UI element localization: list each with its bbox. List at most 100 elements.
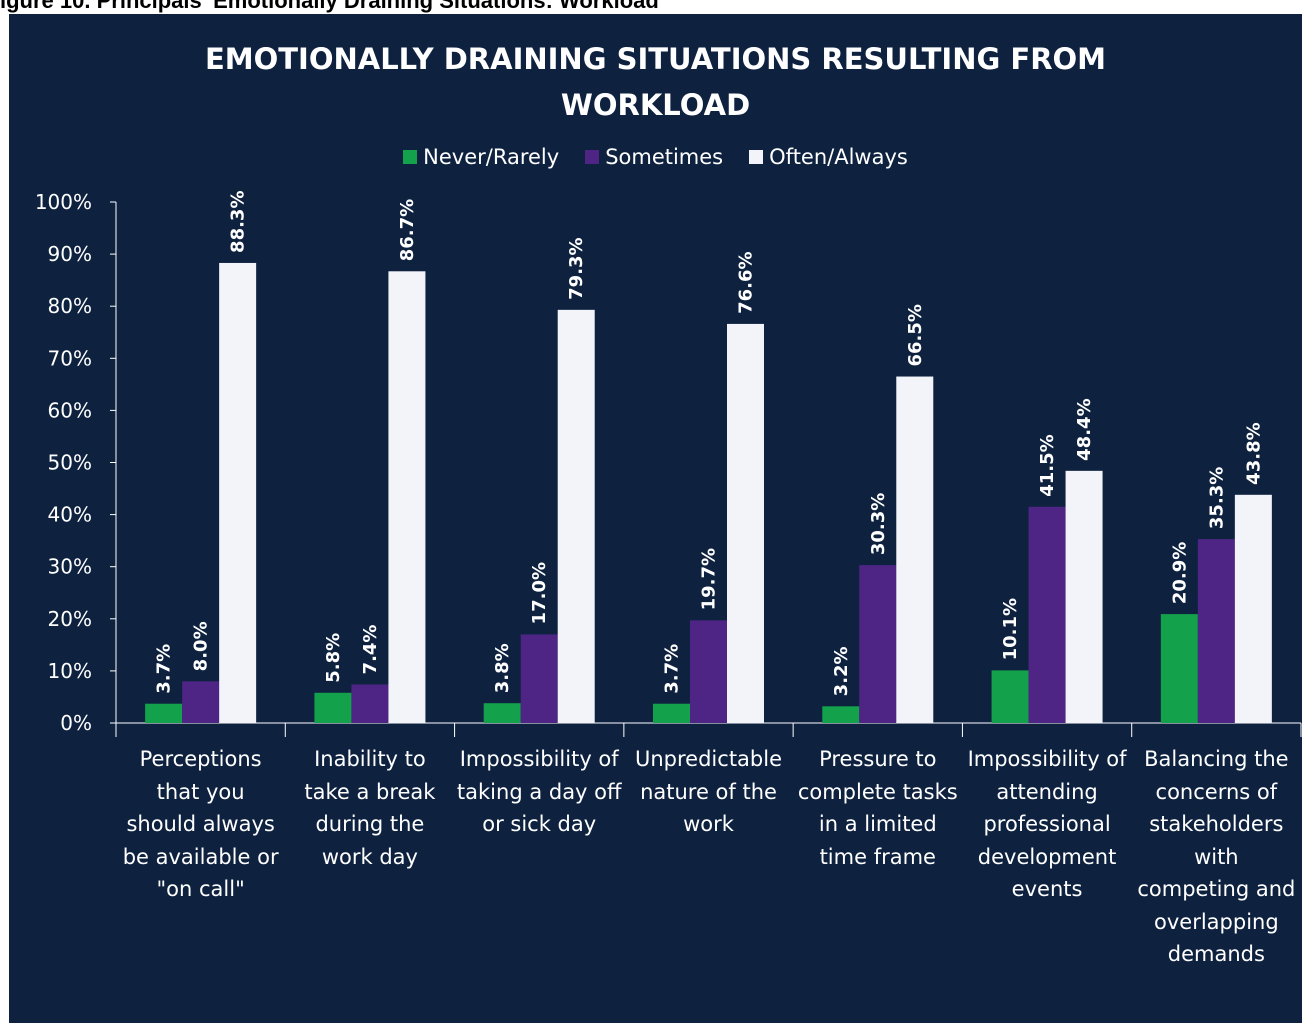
- y-tick-label: 30%: [48, 555, 92, 579]
- x-category-label-line: Unpredictable: [635, 747, 782, 771]
- x-category-label-line: Perceptions: [139, 747, 262, 771]
- legend-item-never-rarely: Never/Rarely: [403, 145, 559, 169]
- x-category-label-line: professional: [983, 812, 1111, 836]
- x-category-label: Inability to take a break during the work d…: [286, 743, 454, 873]
- y-tick-label: 100%: [35, 190, 92, 214]
- x-category-label-line: events: [1011, 877, 1083, 901]
- bar-often-always: [557, 309, 595, 723]
- bar-never-rarely: [314, 692, 352, 723]
- figure-caption: igure 10. Principals' Emotionally Draini…: [0, 0, 659, 13]
- x-category-label-line: overlapping: [1154, 909, 1279, 934]
- bar-never-rarely: [1160, 614, 1198, 723]
- y-tick-label: 40%: [48, 503, 92, 527]
- data-label: 30.3%: [868, 493, 889, 555]
- bar-never-rarely: [991, 670, 1029, 723]
- bar-never-rarely: [653, 703, 690, 723]
- data-label: 5.8%: [323, 633, 344, 683]
- y-tick-label: 20%: [48, 607, 92, 631]
- plot-area: 0% 10% 20% 30% 40% 50% 60% 70% 80% 90% 100% 3.7% 8.0…: [35, 190, 1302, 737]
- data-label: 35.3%: [1206, 467, 1227, 529]
- bar-sometimes: [1197, 539, 1235, 723]
- bar-often-always: [1234, 494, 1272, 723]
- bar-sometimes: [182, 681, 220, 723]
- bar-often-always: [219, 262, 257, 723]
- bar-sometimes: [859, 565, 897, 723]
- legend-label-sometimes: Sometimes: [605, 145, 724, 169]
- chart-title-line-2: WORKLOAD: [560, 88, 751, 122]
- legend-label-often-always: Often/Always: [769, 145, 908, 169]
- x-category-label-line: be available or: [122, 844, 279, 869]
- bar-often-always: [1065, 470, 1103, 723]
- x-category-label-line: or sick day: [482, 812, 597, 836]
- bar-sometimes: [690, 620, 727, 723]
- x-category-label: Balancing the concerns of stakeholders with…: [1132, 743, 1300, 971]
- legend-label-never-rarely: Never/Rarely: [423, 145, 560, 169]
- data-label: 88.3%: [228, 191, 249, 253]
- x-category-label: Pressure to complete tasks in a limited tim…: [794, 743, 962, 873]
- legend-item-sometimes: Sometimes: [585, 145, 723, 169]
- x-category-label-line: development: [977, 844, 1117, 869]
- bar-never-rarely: [145, 703, 183, 723]
- legend-swatch-sometimes: [585, 150, 600, 164]
- x-category-label-line: demands: [1167, 942, 1265, 966]
- chart-panel: EMOTIONALLY DRAINING SITUATIONS RESULTIN…: [9, 14, 1302, 1023]
- x-category-label: Unpredictable nature of the work: [625, 743, 793, 841]
- y-tick-label: 90%: [48, 242, 92, 266]
- chart-title-line-1: EMOTIONALLY DRAINING SITUATIONS RESULTIN…: [204, 42, 1107, 76]
- bar-often-always: [896, 376, 934, 723]
- x-category-label-line: stakeholders: [1149, 812, 1284, 836]
- y-tick-label: 10%: [48, 659, 92, 683]
- data-label: 3.8%: [492, 643, 513, 693]
- y-tick-label: 50%: [48, 451, 92, 475]
- x-category-label: Impossibility of attending professional dev…: [963, 743, 1131, 906]
- x-category-label-line: Pressure to: [819, 747, 937, 771]
- x-category-label-line: should always: [126, 812, 275, 836]
- x-category-label-line: work day: [321, 844, 418, 869]
- bar-often-always: [727, 323, 764, 723]
- x-category-label: Impossibility of taking a day off or sick …: [455, 743, 623, 841]
- y-tick-label: 0%: [60, 711, 92, 735]
- data-label: 20.9%: [1169, 542, 1190, 604]
- x-category-label-line: work: [683, 812, 734, 836]
- data-label: 86.7%: [397, 199, 418, 261]
- x-category-label-line: "on call": [156, 877, 245, 901]
- x-category-label-line: complete tasks: [797, 779, 958, 804]
- x-category-label-line: Inability to: [314, 747, 426, 771]
- x-category-label-line: take a break: [304, 779, 436, 804]
- x-category-label-line: attending: [996, 779, 1098, 804]
- x-category-label-line: competing and: [1137, 877, 1296, 901]
- chart-title: EMOTIONALLY DRAINING SITUATIONS RESULTIN…: [9, 36, 1302, 128]
- legend-swatch-never-rarely: [403, 150, 418, 164]
- x-category-label-line: that you: [156, 779, 245, 804]
- x-category-label-line: during the: [315, 812, 425, 836]
- bar-often-always: [388, 271, 426, 723]
- data-label: 48.4%: [1074, 398, 1095, 460]
- x-category-label-line: in a limited: [818, 812, 937, 836]
- x-category-label-line: concerns of: [1155, 779, 1278, 804]
- data-label: 79.3%: [566, 237, 587, 299]
- data-label: 43.8%: [1243, 422, 1264, 484]
- bar-never-rarely: [483, 703, 521, 723]
- x-category-label-line: nature of the: [640, 779, 777, 804]
- y-tick-label: 70%: [48, 346, 92, 370]
- x-category-label-line: Balancing the: [1144, 747, 1289, 771]
- bar-never-rarely: [822, 706, 860, 723]
- data-label: 19.7%: [699, 548, 720, 610]
- x-category-label-line: with: [1194, 844, 1239, 869]
- bar-sometimes: [520, 634, 558, 723]
- data-label: 3.7%: [662, 644, 683, 694]
- y-tick-label: 60%: [48, 398, 92, 422]
- y-tick-label: 80%: [48, 294, 92, 318]
- data-label: 3.2%: [831, 646, 852, 696]
- x-category-label: Perceptions that you should always be avail…: [117, 743, 285, 906]
- chart-legend: Never/Rarely Sometimes Often/Always: [9, 145, 1302, 169]
- data-label: 17.0%: [529, 562, 550, 624]
- legend-swatch-often-always: [749, 150, 764, 164]
- x-category-label-line: Impossibility of: [459, 747, 619, 771]
- data-label: 8.0%: [191, 621, 212, 671]
- data-label: 41.5%: [1037, 434, 1058, 496]
- legend-item-often-always: Often/Always: [749, 145, 908, 169]
- x-category-label-line: Impossibility of: [967, 747, 1127, 771]
- data-label: 76.6%: [736, 251, 757, 313]
- bar-sometimes: [351, 684, 389, 723]
